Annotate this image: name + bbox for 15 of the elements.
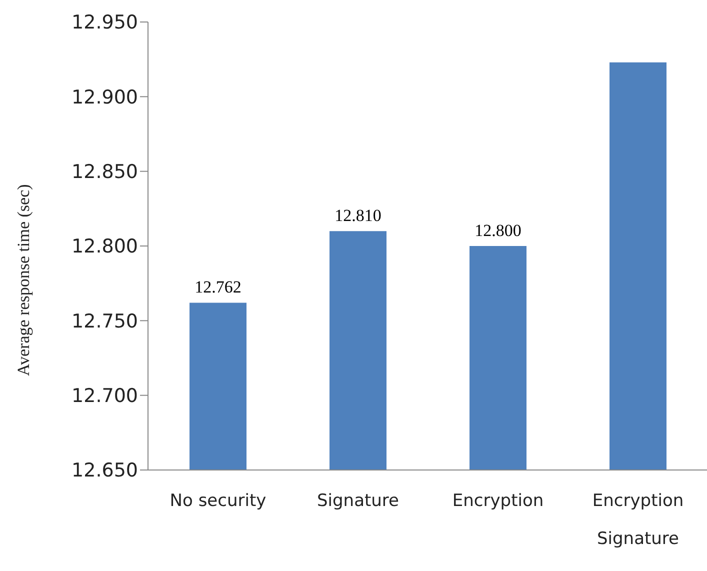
data-label: 12.810 bbox=[334, 206, 382, 226]
x-tick-label: Signature bbox=[316, 491, 400, 511]
data-label: 12.800 bbox=[474, 221, 522, 240]
y-tick-label: 12.950 bbox=[72, 12, 138, 34]
data-label: 12.762 bbox=[194, 278, 242, 297]
y-tick-label: 12.800 bbox=[72, 236, 138, 258]
y-tick-label: 12.650 bbox=[72, 460, 138, 482]
y-axis-title: Average response time (sec) bbox=[14, 184, 34, 376]
x-tick-label: Encryption Signature bbox=[592, 491, 684, 549]
y-tick-label: 12.850 bbox=[72, 161, 138, 184]
x-tick-label: Encryption bbox=[452, 491, 544, 511]
x-tick-label: No security bbox=[170, 491, 266, 511]
y-tick-label: 12.750 bbox=[72, 310, 138, 332]
y-tick-label: 12.700 bbox=[72, 385, 138, 408]
y-tick-label: 12.900 bbox=[72, 86, 138, 108]
